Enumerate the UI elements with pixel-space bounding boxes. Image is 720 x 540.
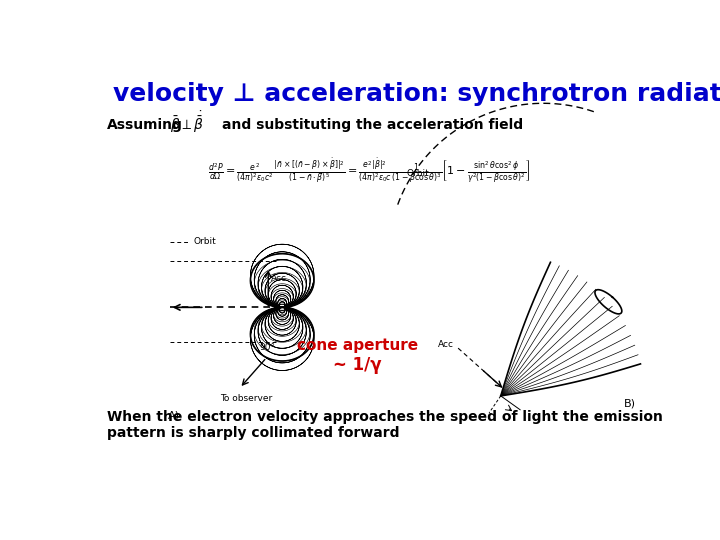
Text: Orbit: Orbit — [193, 238, 216, 246]
Text: Acc: Acc — [438, 340, 454, 349]
Text: ~ 1/γ: ~ 1/γ — [333, 356, 382, 374]
Text: $\bar{\beta} \perp \dot{\bar{\beta}}$: $\bar{\beta} \perp \dot{\bar{\beta}}$ — [170, 110, 204, 136]
Text: 90°: 90° — [259, 343, 275, 352]
Text: To observer: To observer — [220, 394, 272, 403]
Text: B): B) — [624, 399, 636, 409]
Text: A): A) — [168, 410, 179, 420]
Text: Acc.: Acc. — [271, 274, 290, 282]
Text: cone aperture: cone aperture — [297, 339, 418, 353]
Text: velocity ⊥ acceleration: synchrotron radiation: velocity ⊥ acceleration: synchrotron rad… — [113, 82, 720, 106]
Text: Orbit: Orbit — [406, 169, 429, 178]
Text: Assuming: Assuming — [107, 118, 183, 132]
Text: and substituting the acceleration field: and substituting the acceleration field — [222, 118, 523, 132]
Text: $\frac{d^2P}{d\Omega} = \frac{e^2}{(4\pi)^2\varepsilon_0 c^2}\frac{|\bar{n}\time: $\frac{d^2P}{d\Omega} = \frac{e^2}{(4\pi… — [208, 156, 530, 186]
Text: pattern is sharply collimated forward: pattern is sharply collimated forward — [107, 426, 400, 440]
Text: When the electron velocity approaches the speed of light the emission: When the electron velocity approaches th… — [107, 410, 663, 424]
